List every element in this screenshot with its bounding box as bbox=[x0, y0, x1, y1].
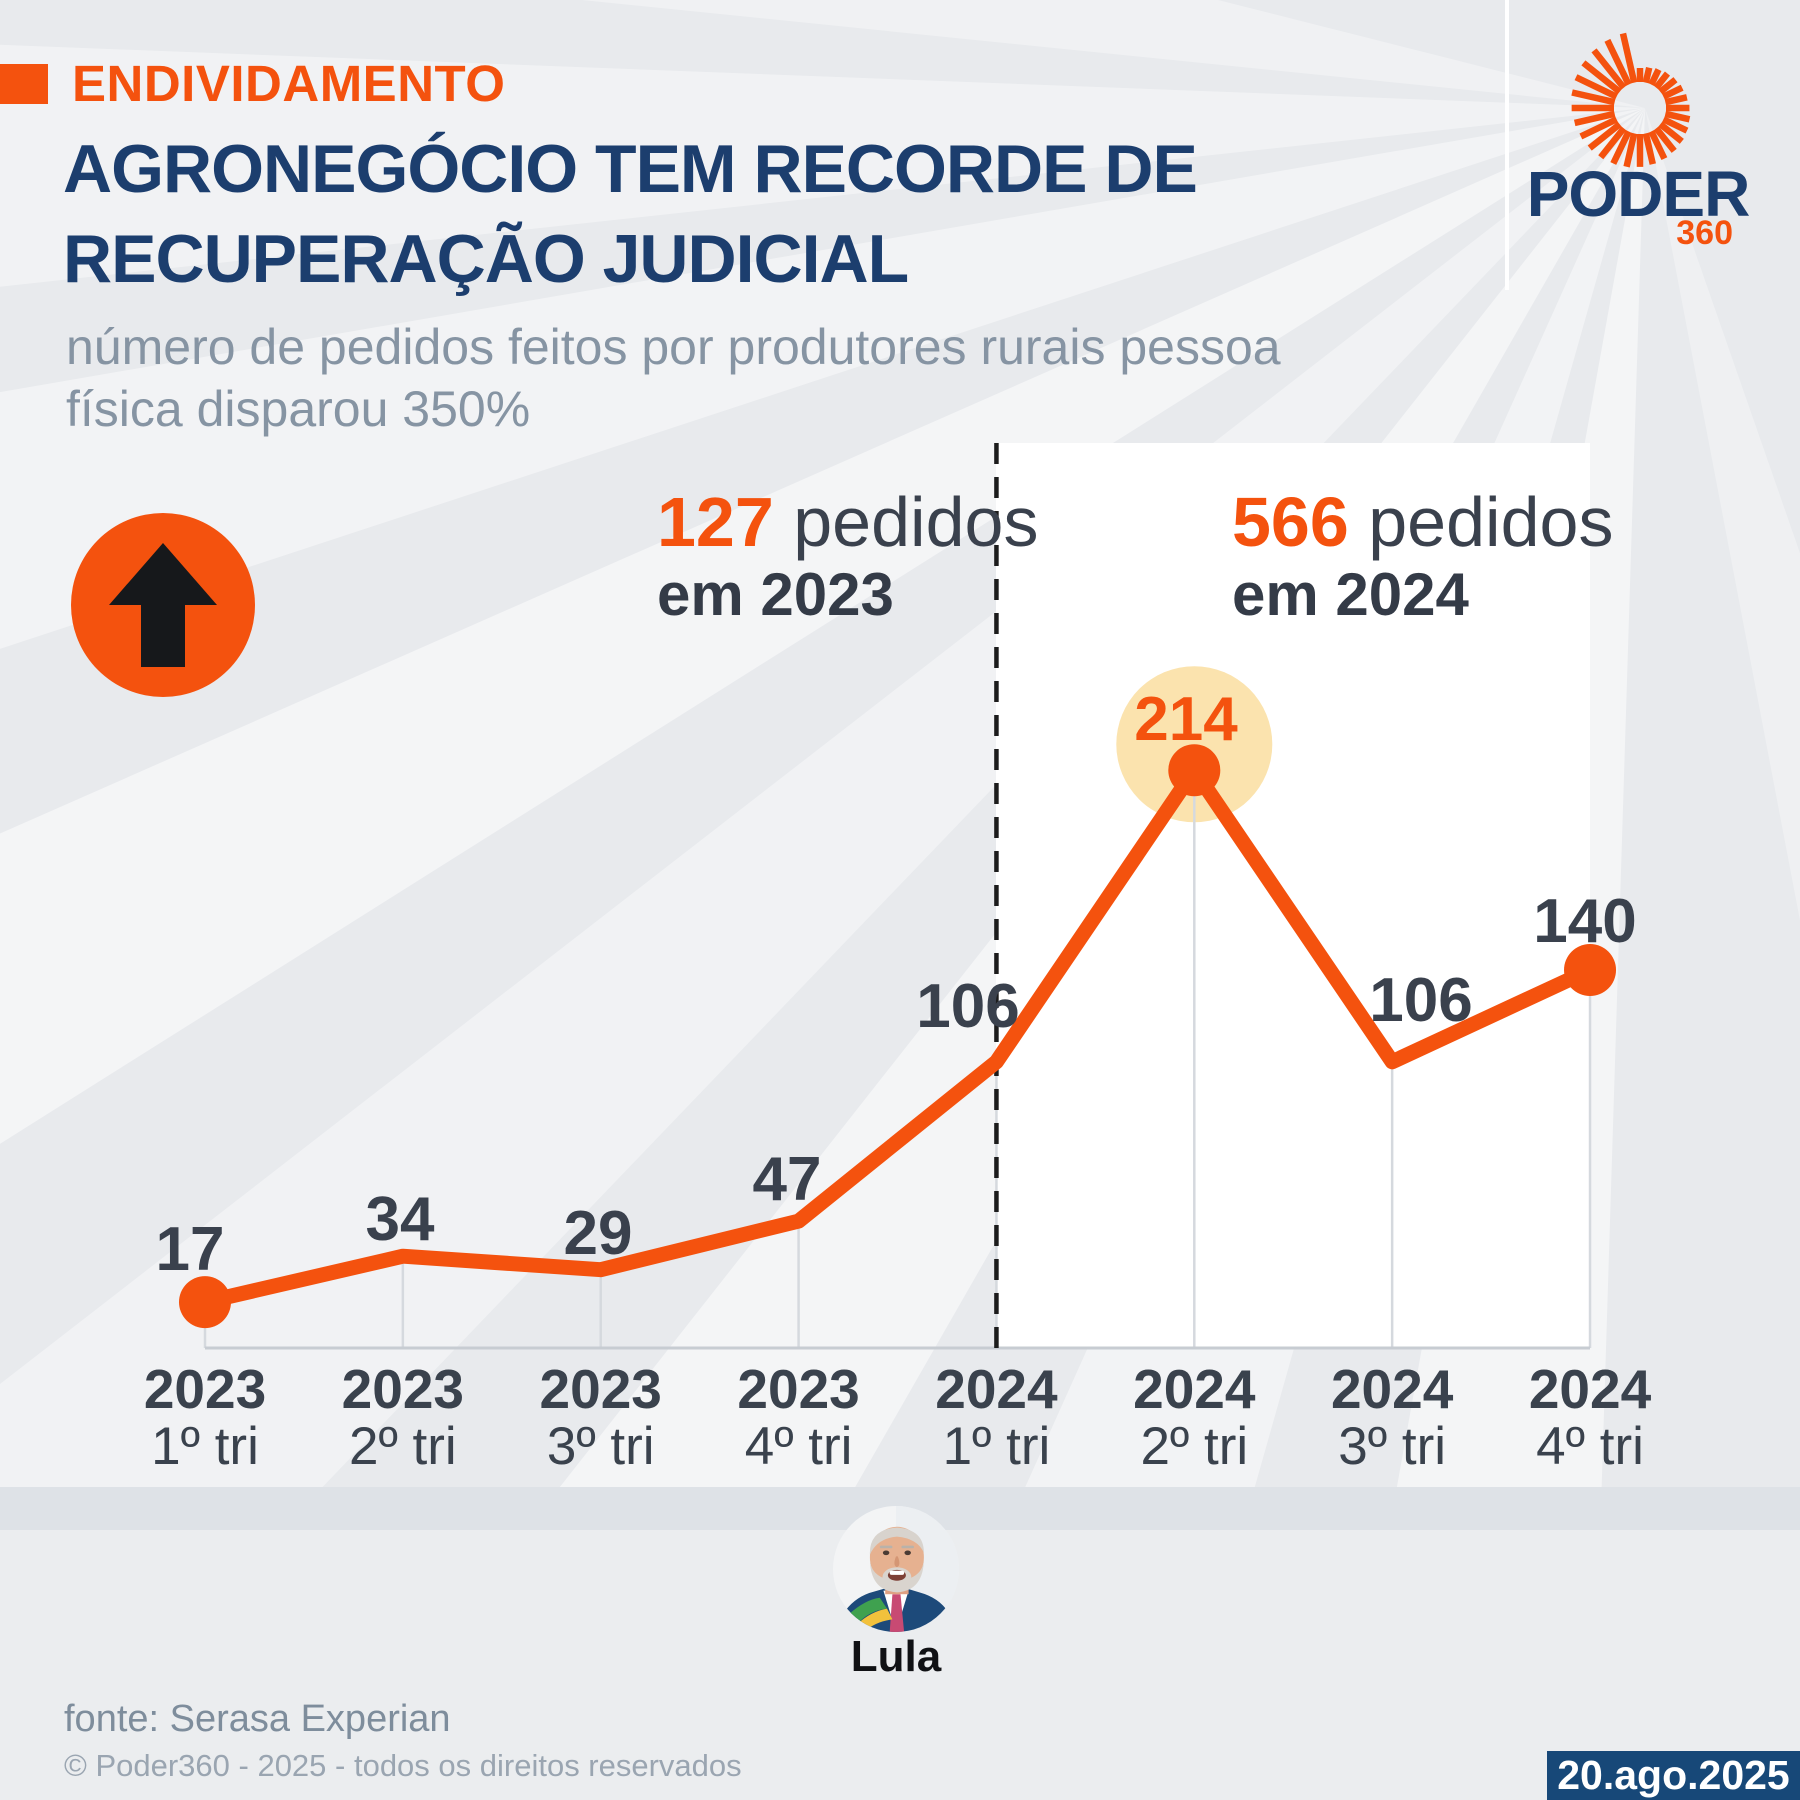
x-axis-label: 2023 2º tri bbox=[308, 1360, 498, 1476]
axis-quarter: 1º tri bbox=[151, 1417, 259, 1476]
logo-ray bbox=[1664, 110, 1691, 123]
watermark-ray bbox=[0, 108, 1645, 649]
logo-ray bbox=[1653, 71, 1671, 90]
annotation-2024-total: 566 pedidos em 2024 bbox=[1232, 487, 1613, 625]
copyright-label: © Poder360 - 2025 - todos os direitos re… bbox=[64, 1748, 742, 1783]
watermark-ray bbox=[0, 108, 1645, 1144]
logo-ray bbox=[1664, 94, 1688, 106]
poder360-logo-suffix: 360 bbox=[1676, 214, 1733, 252]
axis-year: 2023 bbox=[143, 1358, 267, 1420]
logo-ray bbox=[1574, 74, 1618, 100]
x-axis-label: 2023 4º tri bbox=[704, 1360, 894, 1476]
value-label: 29 bbox=[564, 1199, 633, 1268]
logo-ray bbox=[1610, 130, 1632, 165]
value-label: 17 bbox=[156, 1215, 225, 1284]
axis-quarter: 2º tri bbox=[349, 1417, 457, 1476]
logo-ray bbox=[1642, 132, 1656, 165]
axis-year: 2023 bbox=[737, 1358, 860, 1420]
logo-ray bbox=[1587, 121, 1622, 151]
data-point-dot bbox=[1564, 944, 1617, 996]
poder360-sunburst-icon bbox=[1571, 32, 1691, 168]
axis-quarter: 1º tri bbox=[942, 1417, 1051, 1476]
up-arrow-icon bbox=[71, 513, 255, 697]
data-point-dot bbox=[179, 1276, 231, 1329]
logo-ray bbox=[1581, 60, 1622, 95]
source-label: fonte: Serasa Experian bbox=[64, 1698, 451, 1740]
axis-year: 2024 bbox=[1133, 1358, 1256, 1420]
title-line-2: RECUPERAÇÃO JUDICIAL bbox=[63, 221, 909, 297]
logo-ray bbox=[1658, 77, 1678, 95]
data-point-dot bbox=[1168, 744, 1221, 797]
category-tag: ENDIVIDAMENTO bbox=[72, 55, 506, 112]
logo-ray bbox=[1598, 126, 1627, 160]
logo-ray bbox=[1591, 48, 1627, 90]
logo-ray bbox=[1571, 89, 1616, 106]
value-label: 106 bbox=[1369, 966, 1472, 1035]
axis-year: 2023 bbox=[539, 1358, 662, 1420]
axis-quarter: 3º tri bbox=[546, 1417, 655, 1476]
lula-portrait bbox=[833, 1506, 959, 1632]
annotation-2024-period: em 2024 bbox=[1232, 561, 1469, 628]
annotation-2023-unit: pedidos bbox=[793, 483, 1039, 561]
logo-ray bbox=[1648, 130, 1668, 161]
logo-divider-line bbox=[1505, 0, 1509, 290]
logo-ray bbox=[1662, 84, 1684, 100]
logo-ray bbox=[1642, 66, 1653, 84]
year-2024-highlight-panel bbox=[996, 443, 1590, 1348]
logo-ray bbox=[1623, 132, 1638, 168]
subtitle-line-2: física disparou 350% bbox=[66, 381, 531, 437]
axis-year: 2024 bbox=[1330, 1358, 1454, 1420]
value-label: 214 bbox=[1134, 685, 1238, 754]
x-axis-label: 2024 4º tri bbox=[1495, 1360, 1685, 1476]
page-subtitle: número de pedidos feitos por produtores … bbox=[66, 316, 1281, 440]
annotation-2023-value: 127 bbox=[657, 483, 774, 561]
value-label: 106 bbox=[916, 972, 1019, 1041]
logo-ray bbox=[1658, 121, 1684, 144]
tag-square-icon bbox=[0, 64, 48, 104]
value-label: 140 bbox=[1533, 887, 1636, 956]
annotation-2023-total: 127 pedidos em 2023 bbox=[657, 487, 1038, 625]
logo-ray bbox=[1653, 126, 1677, 153]
annotation-2024-value: 566 bbox=[1232, 483, 1349, 561]
axis-year: 2023 bbox=[341, 1358, 465, 1420]
logo-ray bbox=[1579, 116, 1618, 140]
series-line bbox=[197, 762, 1598, 1310]
watermark-ray bbox=[581, 0, 1645, 108]
poder360-logo-word: PODER bbox=[1526, 158, 1751, 230]
axis-quarter: 2º tri bbox=[1140, 1417, 1249, 1476]
subtitle-line-1: número de pedidos feitos por produtores … bbox=[66, 319, 1281, 375]
value-label: 34 bbox=[366, 1185, 435, 1254]
axis-quarter: 3º tri bbox=[1338, 1417, 1447, 1476]
annotation-2024-unit: pedidos bbox=[1368, 483, 1614, 561]
axis-year: 2024 bbox=[1528, 1358, 1652, 1420]
flag-green bbox=[849, 1597, 887, 1625]
axis-year: 2024 bbox=[935, 1358, 1058, 1420]
logo-ray bbox=[1648, 68, 1662, 86]
person-label: Lula bbox=[850, 1632, 942, 1681]
logo-ray bbox=[1619, 32, 1638, 84]
axis-quarter: 4º tri bbox=[744, 1417, 853, 1476]
title-line-1: AGRONEGÓCIO TEM RECORDE DE bbox=[63, 131, 1198, 207]
logo-ray bbox=[1604, 38, 1632, 86]
annotation-2023-period: em 2023 bbox=[657, 561, 894, 628]
x-axis-label: 2023 1º tri bbox=[110, 1360, 300, 1476]
logo-ray bbox=[1573, 110, 1616, 127]
watermark-ray bbox=[0, 44, 1645, 287]
axis-quarter: 4º tri bbox=[1536, 1417, 1644, 1476]
page-title: AGRONEGÓCIO TEM RECORDE DE RECUPERAÇÃO J… bbox=[63, 124, 1198, 304]
x-axis-label: 2024 3º tri bbox=[1297, 1360, 1487, 1476]
tie bbox=[889, 1594, 905, 1632]
value-label: 47 bbox=[753, 1145, 822, 1214]
watermark-ray bbox=[1645, 108, 1800, 921]
x-axis-label: 2024 1º tri bbox=[901, 1360, 1091, 1476]
x-axis-label: 2023 3º tri bbox=[506, 1360, 696, 1476]
logo-ray bbox=[1662, 116, 1689, 134]
x-axis-label: 2024 2º tri bbox=[1099, 1360, 1289, 1476]
date-badge: 20.ago.2025 bbox=[1547, 1751, 1800, 1800]
